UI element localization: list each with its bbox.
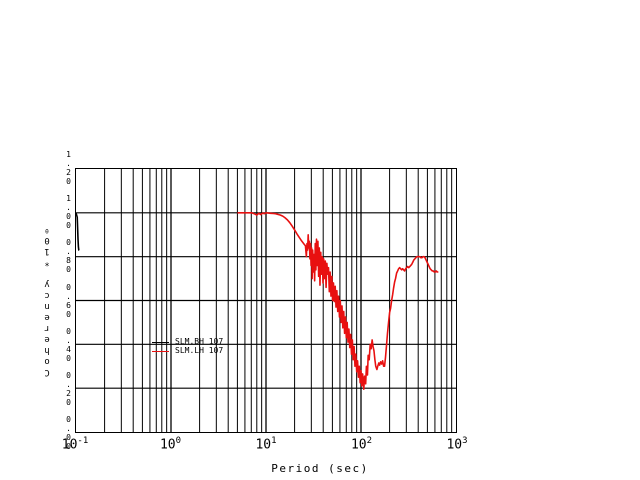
x-tick-label: 103 bbox=[446, 436, 468, 453]
series-line bbox=[237, 212, 439, 391]
x-tick-label: 102 bbox=[350, 436, 373, 453]
x-tick-labels: 10-1 100 101 102 103 bbox=[62, 436, 468, 456]
legend-swatch bbox=[152, 341, 169, 343]
legend: SLM.BH 107 SLM.LH 107 bbox=[152, 338, 223, 355]
x-axis-title: Period (sec) bbox=[271, 462, 369, 475]
plot-area: SLM.BH 107 SLM.LH 107 bbox=[75, 168, 457, 433]
x-tick-label: 101 bbox=[255, 436, 277, 453]
y-tick-label: 1.20 bbox=[64, 150, 73, 186]
legend-label: SLM.LH 107 bbox=[175, 346, 224, 355]
series-line bbox=[76, 212, 80, 251]
y-tick-label: 0.40 bbox=[64, 326, 73, 363]
legend-label: SLM.BH 107 bbox=[175, 337, 224, 346]
x-tick-label: 100 bbox=[159, 436, 182, 453]
legend-swatch bbox=[152, 350, 169, 352]
y-tick-labels: 0.00 0.20 0.40 0.60 0.80 1.00 1.20 bbox=[46, 150, 73, 451]
y-tick-label: 0.80 bbox=[64, 238, 73, 275]
y-tick-label: 0.00 bbox=[64, 415, 73, 451]
y-tick-label: 1.00 bbox=[64, 194, 73, 231]
y-tick-label: 0.20 bbox=[64, 370, 73, 407]
legend-item: SLM.LH 107 bbox=[152, 347, 223, 355]
y-tick-label: 0.60 bbox=[64, 282, 73, 319]
x-tick-label: 10-1 bbox=[61, 436, 89, 453]
legend-item: SLM.BH 107 bbox=[152, 338, 223, 346]
data-curves bbox=[76, 212, 439, 391]
